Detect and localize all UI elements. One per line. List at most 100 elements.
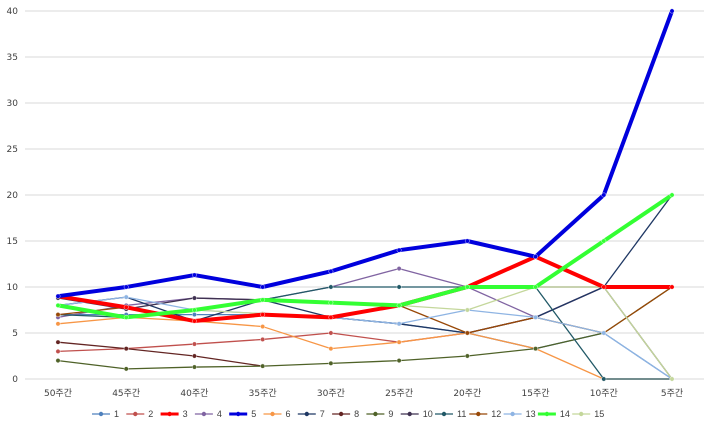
legend: 1 2 3 4 5 6 7 8 9 10 11 12 13 14 15: [92, 409, 604, 419]
x-tick-label: 35주간: [249, 388, 277, 399]
data-point: [669, 284, 675, 290]
legend-item: 10: [400, 409, 433, 419]
x-tick-label: 50주간: [44, 388, 72, 399]
data-point: [464, 330, 470, 336]
series-line: [57, 341, 264, 367]
series-line: [56, 193, 674, 320]
series-line: [57, 296, 673, 380]
legend-swatch-marker: [236, 411, 241, 417]
data-point: [123, 346, 129, 352]
data-point: [123, 366, 129, 372]
legend-swatch-marker: [338, 411, 344, 417]
y-tick-label: 25: [7, 145, 18, 155]
data-point: [396, 302, 402, 308]
x-tick-label: 10주간: [590, 388, 618, 399]
data-point: [55, 339, 61, 345]
legend-item: 13: [503, 409, 536, 419]
data-point: [464, 238, 470, 244]
legend-swatch-marker: [133, 411, 138, 417]
x-axis-tick-labels: 50주간 45주간 40주간 35주간 30주간 25주간 20주간 15주간 10주간 5주간: [44, 388, 683, 399]
y-tick-label: 40: [7, 7, 19, 17]
data-point: [533, 314, 538, 320]
legend-item: 15: [572, 409, 604, 419]
legend-item: 2: [126, 409, 153, 419]
data-point: [533, 284, 538, 290]
series-line: [56, 254, 674, 324]
data-point: [192, 353, 197, 359]
data-point: [55, 348, 61, 354]
gridlines: [25, 10, 704, 380]
legend-item: 5: [229, 409, 256, 419]
data-point: [123, 284, 129, 290]
legend-swatch-marker: [510, 411, 515, 417]
legend-item: 14: [537, 409, 570, 419]
data-point: [55, 302, 61, 308]
series-3: [55, 254, 675, 324]
legend-swatch-marker: [579, 411, 584, 417]
data-point: [55, 293, 61, 299]
data-point: [464, 284, 470, 290]
legend-label: 6: [286, 409, 291, 419]
data-point: [123, 304, 129, 310]
data-point: [328, 268, 334, 274]
data-point: [601, 330, 607, 336]
legend-label: 4: [217, 409, 222, 419]
legend-item: 11: [435, 409, 466, 419]
data-point: [533, 346, 538, 352]
data-point: [260, 284, 266, 290]
legend-label: 8: [354, 409, 359, 419]
series-line: [57, 316, 673, 380]
data-point: [123, 314, 129, 320]
data-point: [669, 8, 675, 14]
legend-item: 3: [160, 409, 188, 419]
data-point: [669, 192, 675, 198]
y-tick-label: 10: [7, 283, 19, 293]
series-14: [55, 192, 675, 320]
x-tick-label: 30주간: [317, 388, 345, 399]
data-point: [123, 294, 129, 300]
legend-item: 8: [332, 409, 359, 419]
data-point: [260, 324, 266, 329]
legend-swatch-marker: [441, 411, 447, 417]
legend-label: 12: [491, 409, 501, 419]
legend-label: 5: [251, 409, 256, 419]
data-point: [192, 307, 197, 313]
data-point: [192, 295, 197, 301]
legend-label: 13: [526, 409, 536, 419]
legend-swatch-marker: [476, 411, 481, 417]
legend-swatch-marker: [373, 411, 378, 417]
data-point: [55, 321, 61, 327]
legend-label: 9: [388, 409, 393, 419]
y-tick-label: 35: [7, 53, 18, 63]
data-point: [464, 353, 470, 359]
series-5: [55, 8, 675, 299]
data-point: [601, 192, 607, 198]
legend-label: 14: [560, 409, 570, 419]
legend-item: 1: [92, 409, 119, 419]
legend-label: 11: [457, 409, 466, 419]
data-point: [328, 346, 334, 352]
data-point: [396, 321, 402, 327]
legend-label: 15: [594, 409, 604, 419]
legend-swatch-marker: [407, 411, 412, 417]
data-point: [192, 341, 197, 347]
x-tick-label: 25주간: [385, 388, 413, 399]
data-point: [328, 360, 334, 366]
x-tick-label: 5주간: [661, 388, 683, 399]
legend-item: 4: [194, 409, 222, 419]
x-tick-label: 45주간: [112, 388, 140, 399]
data-point: [396, 358, 402, 363]
data-point: [192, 272, 197, 278]
data-point: [601, 238, 607, 244]
data-point: [260, 297, 266, 303]
legend-item: 7: [297, 409, 325, 419]
legend-label: 2: [148, 409, 153, 419]
data-point: [601, 284, 607, 290]
legend-swatch-marker: [98, 411, 104, 417]
data-point: [192, 318, 197, 324]
x-tick-label: 40주간: [180, 388, 208, 399]
data-point: [396, 339, 402, 345]
data-point: [260, 363, 266, 369]
y-tick-label: 0: [12, 375, 18, 385]
